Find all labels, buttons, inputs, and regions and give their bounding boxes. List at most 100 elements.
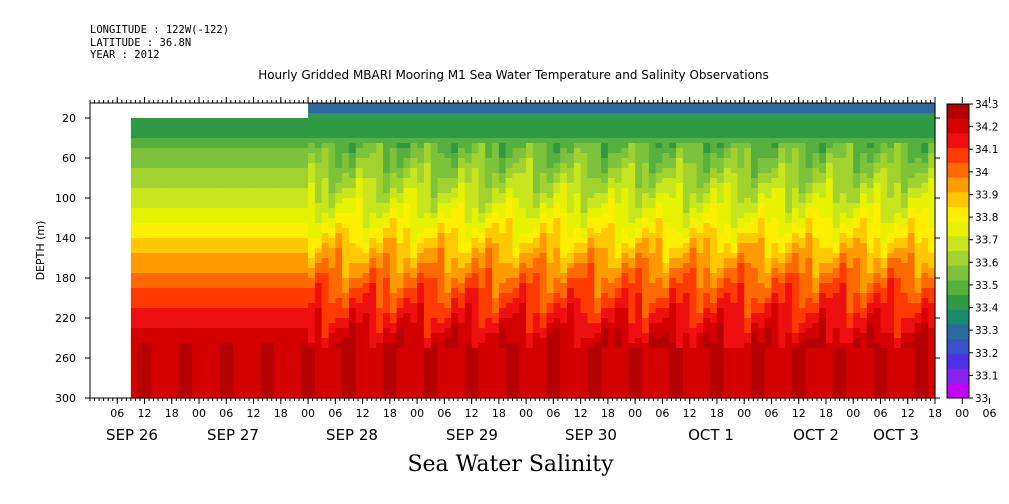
heatmap-cell bbox=[437, 388, 445, 394]
heatmap-cell bbox=[233, 253, 241, 259]
heatmap-cell bbox=[273, 163, 282, 169]
heatmap-cell bbox=[342, 208, 350, 214]
heatmap-cell bbox=[573, 173, 582, 179]
heatmap-cell bbox=[457, 118, 466, 124]
heatmap-cell bbox=[492, 213, 500, 219]
heatmap-cell bbox=[239, 203, 248, 209]
heatmap-cell bbox=[430, 243, 439, 249]
heatmap-cell bbox=[621, 373, 629, 379]
heatmap-cell bbox=[294, 333, 302, 339]
heatmap-cell bbox=[519, 168, 527, 174]
heatmap-cell bbox=[648, 243, 657, 249]
heatmap-cell bbox=[321, 348, 330, 354]
heatmap-cell bbox=[192, 118, 200, 124]
heatmap-cell bbox=[178, 363, 187, 369]
heatmap-cell bbox=[314, 393, 323, 399]
heatmap-cell bbox=[492, 118, 500, 124]
heatmap-cell bbox=[383, 323, 391, 329]
heatmap-cell bbox=[362, 323, 370, 329]
heatmap-cell bbox=[260, 313, 268, 319]
heatmap-cell bbox=[628, 158, 636, 164]
heatmap-cell bbox=[410, 353, 418, 359]
heatmap-cell bbox=[328, 148, 336, 154]
heatmap-cell bbox=[607, 103, 616, 109]
heatmap-cell bbox=[614, 373, 623, 379]
heatmap-cell bbox=[614, 243, 623, 249]
heatmap-cell bbox=[553, 248, 561, 254]
heatmap-cell bbox=[144, 223, 152, 229]
heatmap-cell bbox=[376, 233, 384, 239]
heatmap-cell bbox=[321, 273, 330, 279]
heatmap-cell bbox=[689, 103, 698, 109]
heatmap-cell bbox=[239, 338, 248, 344]
heatmap-cell bbox=[260, 148, 268, 154]
heatmap-cell bbox=[362, 113, 370, 119]
heatmap-cell bbox=[219, 283, 227, 289]
heatmap-cell bbox=[451, 258, 459, 264]
heatmap-cell bbox=[205, 238, 214, 244]
heatmap-cell bbox=[294, 373, 302, 379]
heatmap-cell bbox=[505, 233, 514, 239]
heatmap-cell bbox=[260, 393, 268, 399]
heatmap-cell bbox=[301, 378, 309, 384]
heatmap-cell bbox=[457, 263, 466, 269]
heatmap-cell bbox=[185, 188, 193, 194]
heatmap-cell bbox=[273, 223, 282, 229]
heatmap-cell bbox=[587, 323, 595, 329]
heatmap-cell bbox=[233, 213, 241, 219]
heatmap-cell bbox=[226, 313, 234, 319]
heatmap-cell bbox=[573, 263, 582, 269]
heatmap-cell bbox=[417, 188, 425, 194]
heatmap-cell bbox=[246, 143, 255, 149]
heatmap-cell bbox=[437, 393, 445, 399]
heatmap-cell bbox=[614, 163, 623, 169]
heatmap-cell bbox=[689, 173, 698, 179]
heatmap-cell bbox=[710, 208, 718, 214]
heatmap-cell bbox=[226, 158, 234, 164]
heatmap-cell bbox=[144, 243, 152, 249]
heatmap-cell bbox=[328, 358, 336, 364]
heatmap-cell bbox=[628, 198, 636, 204]
heatmap-cell bbox=[560, 378, 568, 384]
heatmap-cell bbox=[226, 383, 234, 389]
heatmap-cell bbox=[505, 393, 514, 399]
heatmap-cell bbox=[532, 333, 541, 339]
heatmap-cell bbox=[151, 138, 159, 144]
heatmap-cell bbox=[239, 183, 248, 189]
heatmap-cell bbox=[328, 288, 336, 294]
heatmap-cell bbox=[294, 213, 302, 219]
heatmap-cell bbox=[355, 313, 364, 319]
heatmap-cell bbox=[669, 393, 677, 399]
heatmap-cell bbox=[130, 268, 139, 274]
heatmap-cell bbox=[444, 148, 452, 154]
heatmap-cell bbox=[280, 188, 289, 194]
heatmap-cell bbox=[369, 183, 377, 189]
heatmap-cell bbox=[423, 278, 432, 284]
heatmap-cell bbox=[580, 113, 589, 119]
heatmap-cell bbox=[355, 353, 364, 359]
heatmap-cell bbox=[546, 163, 554, 169]
heatmap-cell bbox=[532, 353, 541, 359]
heatmap-cell bbox=[328, 258, 336, 264]
heatmap-cell bbox=[321, 338, 330, 344]
heatmap-cell bbox=[560, 218, 568, 224]
heatmap-cell bbox=[635, 153, 643, 159]
heatmap-cell bbox=[246, 183, 255, 189]
heatmap-cell bbox=[601, 123, 609, 129]
heatmap-cell bbox=[410, 388, 418, 394]
heatmap-cell bbox=[437, 188, 445, 194]
heatmap-cell bbox=[526, 173, 534, 179]
heatmap-cell bbox=[212, 158, 221, 164]
heatmap-cell bbox=[628, 223, 636, 229]
heatmap-cell bbox=[696, 103, 704, 109]
heatmap-cell bbox=[383, 348, 391, 354]
heatmap-cell bbox=[587, 363, 595, 369]
heatmap-cell bbox=[655, 173, 664, 179]
heatmap-cell bbox=[273, 153, 282, 159]
heatmap-cell bbox=[471, 363, 480, 369]
heatmap-cell bbox=[130, 318, 139, 324]
heatmap-cell bbox=[492, 103, 500, 109]
heatmap-cell bbox=[682, 248, 691, 254]
heatmap-cell bbox=[505, 283, 514, 289]
heatmap-cell bbox=[383, 373, 391, 379]
